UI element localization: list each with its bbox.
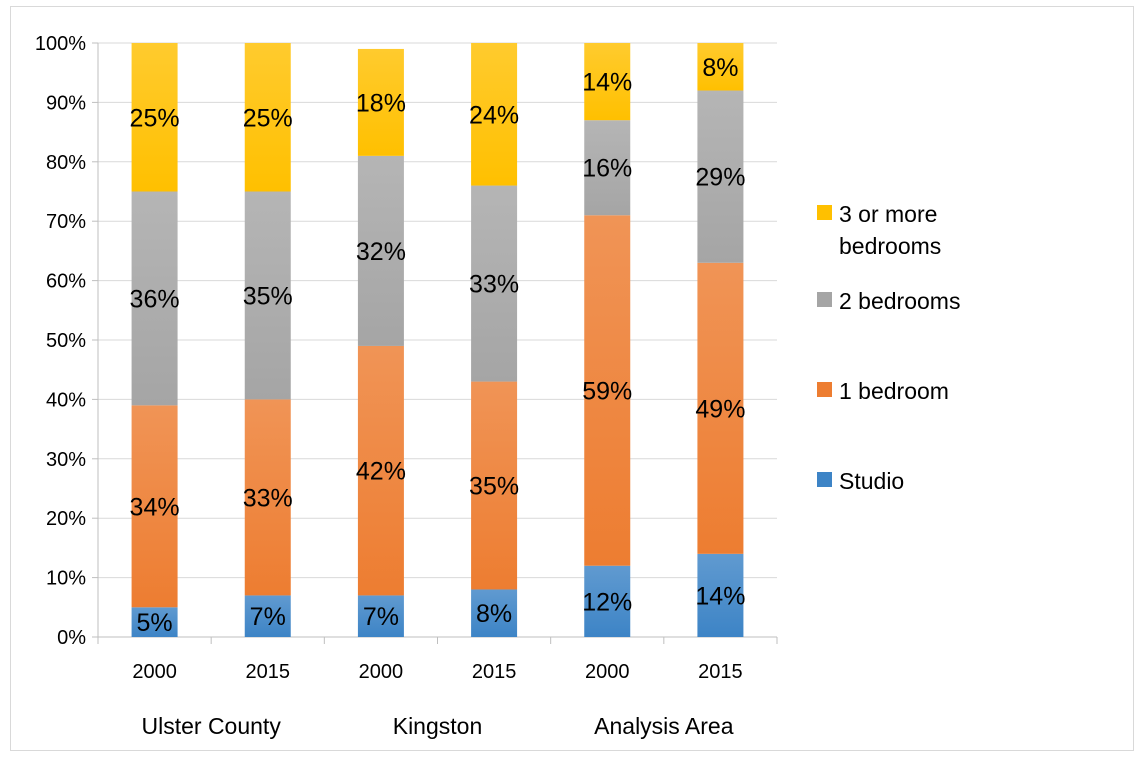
bar-segment-3-or-more-bedrooms <box>584 43 631 121</box>
y-tick-label: 70% <box>46 211 86 233</box>
bar-segment-studio <box>244 595 291 637</box>
legend-label: 1 bedroom <box>839 378 949 404</box>
data-label: 33% <box>243 484 293 512</box>
data-label: 14% <box>582 69 632 97</box>
y-tick-label: 100% <box>35 33 86 55</box>
legend-label: bedrooms <box>839 233 941 259</box>
bar-segment-studio <box>471 589 518 637</box>
bar-segment-1-bedroom <box>697 262 744 554</box>
data-label: 8% <box>702 54 738 82</box>
data-label: 5% <box>137 609 173 637</box>
bar-segment-studio <box>584 565 631 637</box>
bar-segment-studio <box>357 595 404 637</box>
bar-segment-3-or-more-bedrooms <box>131 43 178 192</box>
y-tick-label: 80% <box>46 152 86 174</box>
data-label: 33% <box>469 271 519 299</box>
data-label: 35% <box>243 282 293 310</box>
bar-segment-2-bedrooms <box>244 191 291 400</box>
legend-swatch <box>817 382 832 397</box>
data-label: 7% <box>250 603 286 631</box>
data-label: 34% <box>130 493 180 521</box>
bar-segment-3-or-more-bedrooms <box>471 43 518 186</box>
data-label: 12% <box>582 588 632 616</box>
x-tick-label: 2015 <box>698 661 743 683</box>
x-tick-label: 2000 <box>359 661 404 683</box>
bar-segment-3-or-more-bedrooms <box>244 43 291 192</box>
bar-segment-2-bedrooms <box>131 191 178 406</box>
data-label: 32% <box>356 238 406 266</box>
y-tick-label: 30% <box>46 449 86 471</box>
data-label: 49% <box>695 395 745 423</box>
data-label: 8% <box>476 600 512 628</box>
y-tick-label: 0% <box>57 627 86 649</box>
bar-segment-1-bedroom <box>357 345 404 596</box>
y-tick-label: 50% <box>46 330 86 352</box>
y-tick-label: 90% <box>46 92 86 114</box>
group-label: Kingston <box>393 713 483 739</box>
legend-label: 2 bedrooms <box>839 288 960 314</box>
data-label: 25% <box>243 104 293 132</box>
bar-segment-2-bedrooms <box>697 90 744 263</box>
bar-segment-3-or-more-bedrooms <box>697 43 744 91</box>
data-label: 29% <box>695 164 745 192</box>
group-label: Ulster County <box>142 713 282 739</box>
y-tick-label: 40% <box>46 389 86 411</box>
data-label: 25% <box>130 104 180 132</box>
data-label: 42% <box>356 458 406 486</box>
legend-swatch <box>817 292 832 307</box>
bar-segment-2-bedrooms <box>471 185 518 382</box>
legend-label: Studio <box>839 468 904 494</box>
bar-segment-1-bedroom <box>244 399 291 596</box>
data-label: 59% <box>582 377 632 405</box>
bar-segment-1-bedroom <box>131 405 178 608</box>
bar-segment-2-bedrooms <box>357 155 404 346</box>
data-label: 18% <box>356 89 406 117</box>
bar-segment-2-bedrooms <box>584 120 631 216</box>
legend-swatch <box>817 472 832 487</box>
bar-segment-1-bedroom <box>584 215 631 566</box>
data-label: 35% <box>469 473 519 501</box>
data-label: 14% <box>695 582 745 610</box>
chart-frame <box>10 6 1134 751</box>
data-label: 7% <box>363 603 399 631</box>
x-tick-label: 2000 <box>585 661 630 683</box>
bar-segment-studio <box>697 553 744 637</box>
legend-label: 3 or more <box>839 201 937 227</box>
y-tick-label: 60% <box>46 271 86 293</box>
data-label: 16% <box>582 155 632 183</box>
legend-swatch <box>817 205 832 220</box>
bar-segment-1-bedroom <box>471 381 518 590</box>
y-tick-label: 20% <box>46 508 86 530</box>
bar-segment-studio <box>131 607 178 637</box>
group-label: Analysis Area <box>594 713 734 739</box>
y-tick-label: 10% <box>46 568 86 590</box>
x-tick-label: 2000 <box>132 661 177 683</box>
bar-segment-3-or-more-bedrooms <box>357 48 404 156</box>
x-tick-label: 2015 <box>246 661 291 683</box>
data-label: 24% <box>469 101 519 129</box>
data-label: 36% <box>130 285 180 313</box>
x-tick-label: 2015 <box>472 661 517 683</box>
